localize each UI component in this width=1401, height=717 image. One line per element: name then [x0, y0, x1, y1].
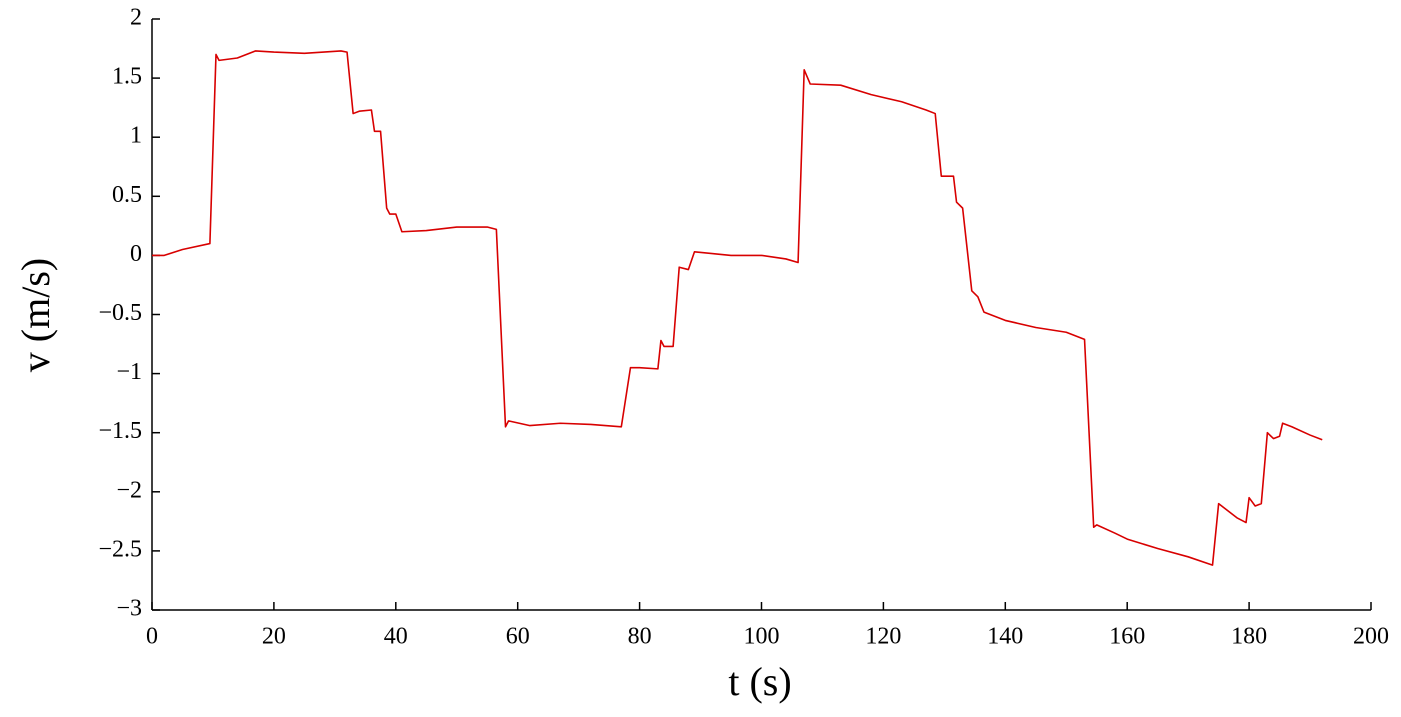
x-tick-label: 200 [1353, 624, 1389, 650]
x-tick-label: 40 [384, 624, 408, 650]
y-tick-label: −1 [116, 359, 142, 385]
y-tick-label: −3 [116, 596, 142, 622]
data-line [152, 50, 1323, 566]
x-tick-label: 80 [628, 624, 652, 650]
y-tick-label: 2 [130, 5, 142, 31]
y-tick-label: −2 [116, 477, 142, 503]
x-tick-label: 160 [1109, 624, 1145, 650]
x-tick-label: 0 [146, 624, 158, 650]
x-tick-label: 100 [744, 624, 780, 650]
x-tick-label: 140 [987, 624, 1023, 650]
x-tick-label: 20 [262, 624, 286, 650]
y-tick-label: 0 [130, 241, 142, 267]
y-axis-label: v (m/s) [13, 258, 58, 372]
x-tick-label: 120 [865, 624, 901, 650]
x-tick-label: 180 [1231, 624, 1267, 650]
y-tick-label: −0.5 [98, 300, 142, 326]
y-tick-label: 0.5 [112, 182, 142, 208]
y-tick-label: 1.5 [112, 64, 142, 90]
y-tick-label: 1 [130, 123, 142, 149]
y-tick-label: −2.5 [98, 536, 142, 562]
x-axis-label: t (s) [728, 659, 791, 704]
x-tick-label: 60 [506, 624, 530, 650]
y-tick-label: −1.5 [98, 418, 142, 444]
